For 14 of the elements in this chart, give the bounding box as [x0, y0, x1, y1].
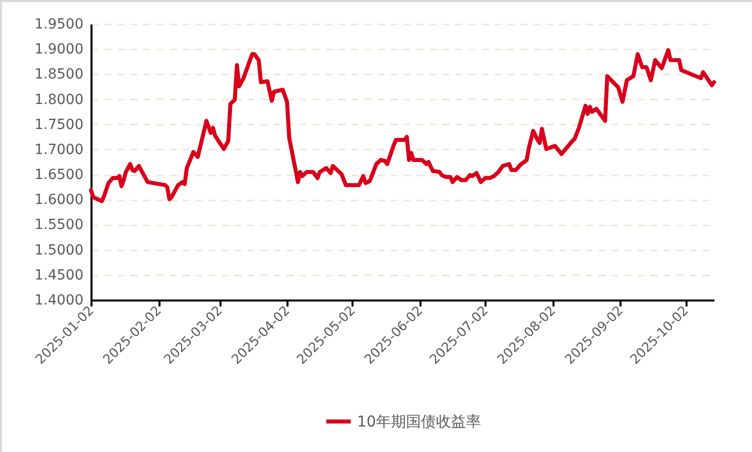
y-tick-label: 1.7000	[34, 142, 84, 158]
y-tick-label: 1.8000	[34, 92, 84, 108]
y-tick-label: 1.4000	[34, 292, 84, 308]
y-tick-label: 1.9000	[34, 42, 84, 58]
y-tick-label: 1.8500	[34, 66, 84, 83]
y-tick-label: 1.6000	[34, 192, 84, 208]
legend-label: 10年期国债收益率	[357, 412, 482, 430]
y-tick-label: 1.7500	[34, 116, 84, 133]
y-tick-label: 1.4500	[34, 267, 84, 284]
y-tick-label: 1.5500	[34, 217, 84, 234]
y-tick-label: 1.5000	[34, 242, 84, 258]
line-series	[89, 48, 716, 204]
y-tick-label: 1.6500	[34, 167, 84, 184]
y-tick-label: 1.9500	[34, 16, 84, 32]
